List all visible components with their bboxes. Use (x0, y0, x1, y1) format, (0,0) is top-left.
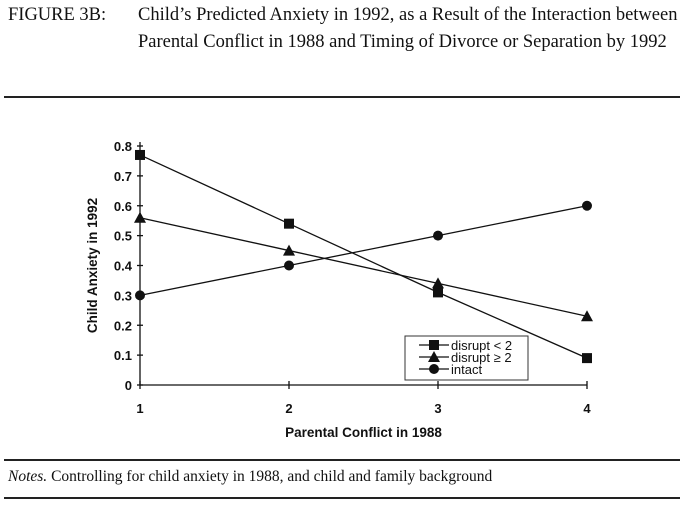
data-point-square (433, 287, 443, 298)
legend-label: disrupt ≥ 2 (451, 350, 512, 365)
data-point-square (284, 218, 294, 229)
x-tick-label: 3 (434, 401, 441, 416)
legend-marker-square (429, 340, 439, 350)
figure-title: Child’s Predicted Anxiety in 1992, as a … (138, 5, 678, 52)
y-tick-label: 0.4 (114, 259, 133, 274)
y-tick-label: 0.2 (114, 318, 132, 333)
top-rule (4, 96, 680, 98)
x-tick-label: 1 (136, 401, 143, 416)
data-point-circle (135, 290, 145, 301)
legend-label: intact (451, 362, 482, 377)
x-tick-label: 4 (583, 401, 591, 416)
data-point-circle (284, 260, 294, 271)
notes-label: Notes. (8, 468, 48, 485)
x-axis-label: Parental Conflict in 1988 (285, 425, 442, 440)
notes-text: Controlling for child anxiety in 1988, a… (47, 468, 493, 485)
y-axis-label: Child Anxiety in 1992 (85, 198, 100, 333)
data-point-triangle (283, 244, 295, 256)
legend-box (404, 335, 529, 381)
y-tick-label: 0 (125, 378, 132, 393)
data-point-triangle (134, 211, 146, 223)
data-point-triangle (581, 310, 593, 322)
y-tick-label: 0.7 (114, 169, 132, 184)
notes: Notes. Controlling for child anxiety in … (8, 468, 492, 486)
y-tick-label: 0.5 (114, 229, 132, 244)
legend-marker-triangle (428, 351, 440, 362)
figure-caption: FIGURE 3B: Child’s Predicted Anxiety in … (8, 2, 678, 56)
figure-label: FIGURE 3B: (8, 5, 107, 25)
data-point-square (582, 353, 592, 364)
series-line-0 (139, 154, 588, 359)
legend-label: disrupt < 2 (451, 338, 512, 353)
y-tick-label: 0.6 (114, 199, 132, 214)
notes-rule-top (4, 459, 680, 461)
y-tick-label: 0.3 (114, 288, 132, 303)
data-point-square (135, 149, 145, 160)
series-line-1 (139, 217, 588, 317)
bottom-rule (4, 497, 680, 499)
data-point-circle (582, 200, 592, 211)
x-tick-label: 2 (285, 401, 292, 416)
legend-marker-circle (429, 364, 439, 374)
data-point-circle (433, 230, 443, 241)
y-tick-label: 0.8 (114, 139, 132, 154)
data-point-triangle (432, 277, 444, 289)
series-line-2 (139, 205, 588, 297)
y-tick-label: 0.1 (114, 348, 132, 363)
